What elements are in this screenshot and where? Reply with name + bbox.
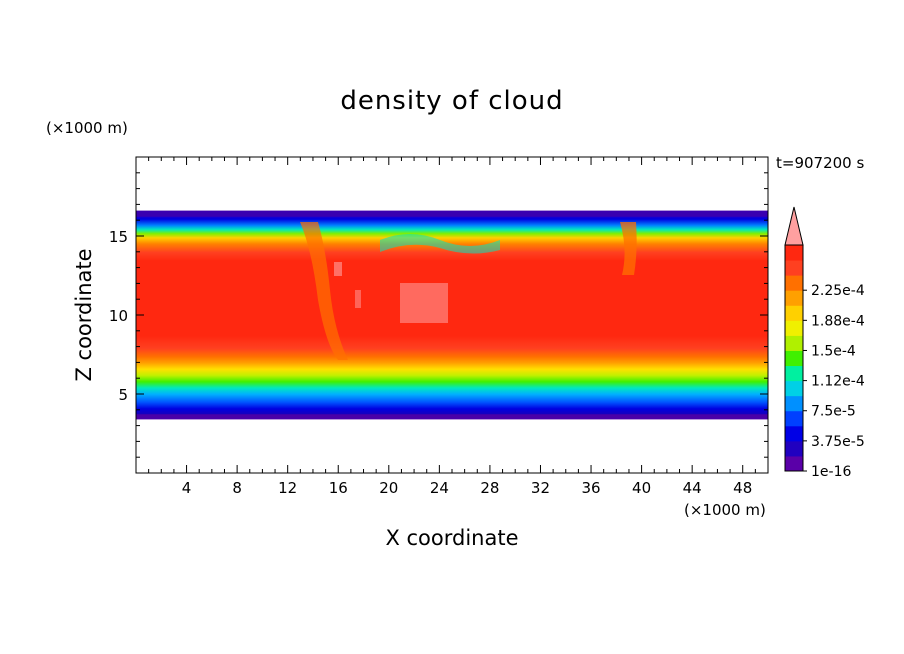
x-tick-label: 48 [733, 479, 752, 497]
x-tick-label: 20 [379, 479, 398, 497]
colorbar-segment [785, 350, 803, 367]
colorbar-label: 1.5e-4 [811, 343, 856, 359]
colorbar-segment [785, 410, 803, 427]
colorbar-segment [785, 245, 803, 261]
cloud-layer [136, 210, 768, 420]
x-axis-unit: (×1000 m) [684, 501, 766, 519]
colorbar: 1e-16 3.75e-5 7.5e-5 1.12e-4 1.5e-4 1.88e-4 2.… [784, 206, 865, 480]
x-tick-label: 40 [632, 479, 651, 497]
x-tick-label: 16 [329, 479, 348, 497]
colorbar-label: 2.25e-4 [811, 283, 865, 299]
peak-density-patch [355, 290, 361, 308]
top-wave-structure [380, 234, 500, 254]
x-tick-label: 8 [232, 479, 242, 497]
x-tick-label: 12 [278, 479, 297, 497]
colorbar-segment [785, 290, 803, 306]
colorbar-segment [785, 260, 803, 276]
colorbar-segment [785, 440, 803, 457]
peak-density-patch [400, 283, 448, 323]
x-tick-label: 32 [531, 479, 550, 497]
time-label: t=907200 s [776, 154, 865, 172]
updraft-plume-right [620, 222, 637, 275]
z-axis-unit: (×1000 m) [46, 119, 128, 137]
x-tick-label: 24 [430, 479, 449, 497]
colorbar-segment [785, 365, 803, 382]
colorbar-label: 1e-16 [811, 464, 851, 480]
colorbar-label: 1.88e-4 [811, 313, 865, 329]
colorbar-segment [785, 455, 803, 472]
x-tick-label: 4 [182, 479, 192, 497]
x-axis-label: X coordinate [385, 526, 519, 550]
chart-title: density of cloud [340, 86, 564, 116]
colorbar-segment [785, 395, 803, 412]
colorbar-border [784, 244, 804, 472]
colorbar-segment [785, 335, 803, 351]
colorbar-label: 1.12e-4 [811, 374, 865, 390]
cloud-field [136, 210, 768, 420]
colorbar-segment [785, 320, 803, 336]
colorbar-segment [785, 425, 803, 442]
colorbar-segment [785, 380, 803, 397]
x-tick-label: 28 [480, 479, 499, 497]
z-tick-label: 10 [109, 307, 128, 325]
colorbar-label: 7.5e-5 [811, 404, 856, 420]
z-tick-label: 15 [109, 228, 128, 246]
z-axis-ticks: 5 10 15 [109, 172, 768, 458]
x-axis-ticks: 4 8 12 16 20 24 28 32 36 40 44 48 [148, 157, 756, 497]
colorbar-segment [785, 305, 803, 321]
updraft-plume-left [300, 222, 348, 360]
peak-density-patch [334, 262, 342, 276]
cloud-top-edge [136, 210, 768, 217]
x-tick-label: 36 [581, 479, 600, 497]
cloud-bottom-edge [136, 414, 768, 420]
colorbar-extend-arrow [784, 206, 804, 246]
x-tick-label: 44 [683, 479, 702, 497]
colorbar-label: 3.75e-5 [811, 434, 865, 450]
colorbar-segment [785, 275, 803, 291]
z-tick-label: 5 [118, 386, 128, 404]
